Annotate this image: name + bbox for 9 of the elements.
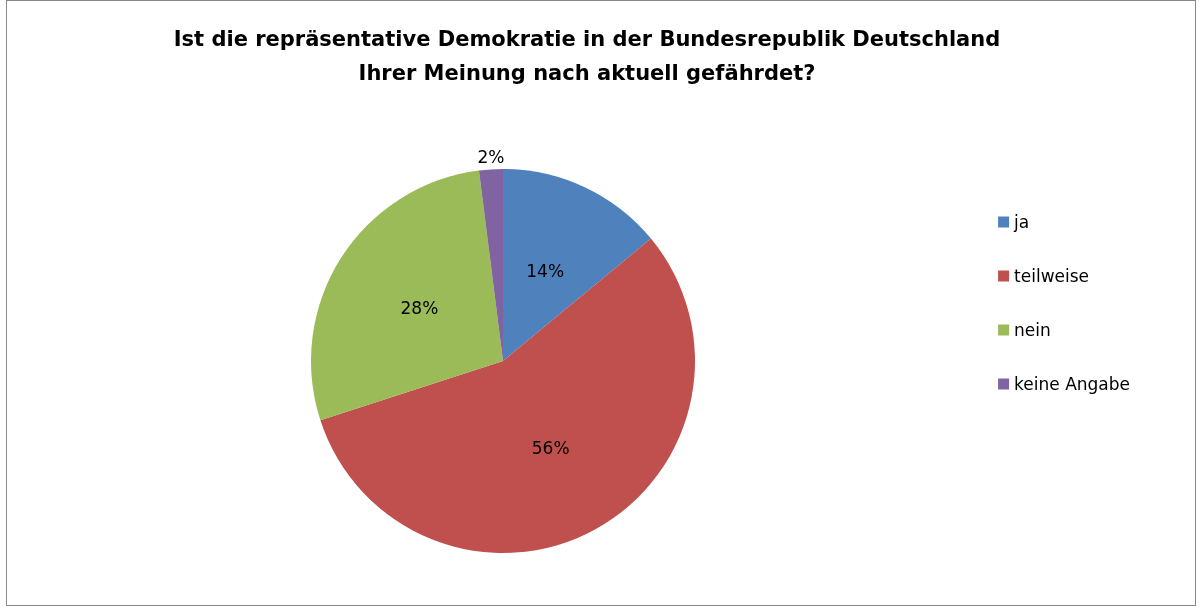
chart-title: Ist die repräsentative Demokratie in der Bundesrepublik Deutschland Ihrer Meinung nach aktuell gefährdet? — [173, 27, 1001, 85]
legend-label: teilweise — [1014, 266, 1090, 286]
data-label: 28% — [400, 297, 439, 318]
legend-label: ja — [1013, 212, 1030, 232]
data-label: 56% — [531, 437, 570, 458]
data-label: 2% — [477, 147, 505, 167]
legend-label: keine Angabe — [1014, 374, 1130, 394]
legend-label: nein — [1014, 320, 1051, 340]
data-label: 14% — [526, 261, 565, 282]
